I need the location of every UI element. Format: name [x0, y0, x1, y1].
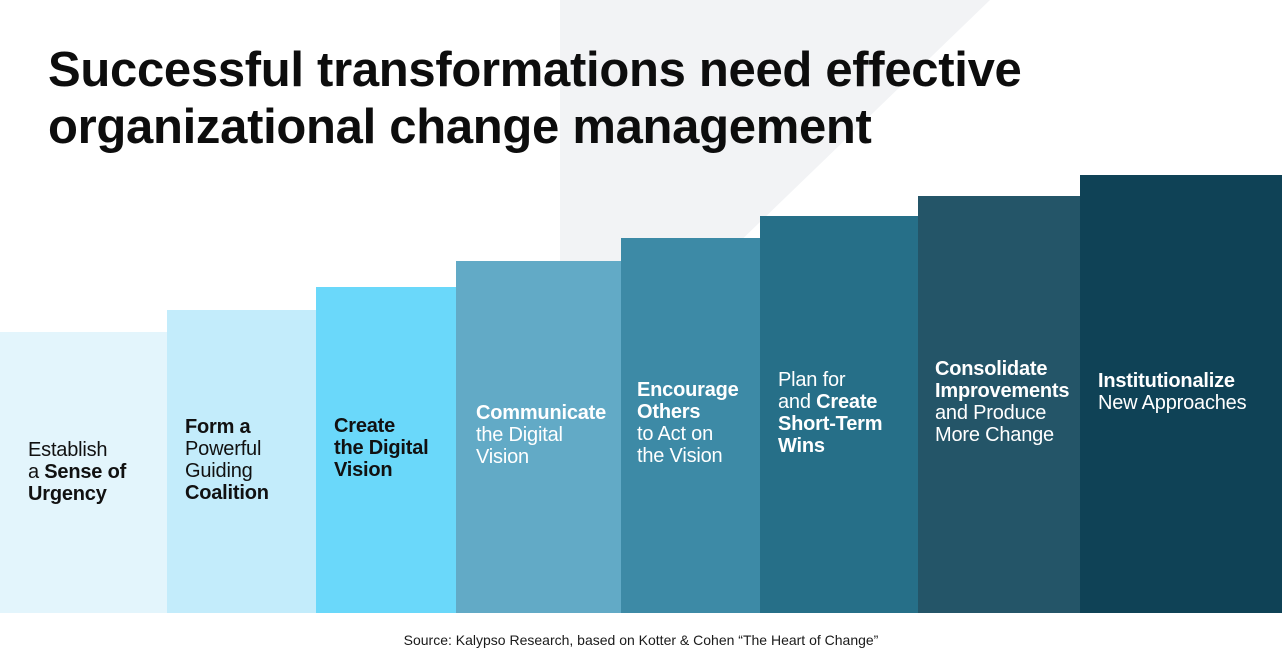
step-label-bold: Wins [778, 435, 825, 457]
step-label-bold: Encourage [637, 379, 739, 401]
step-label-regular: a [28, 461, 45, 483]
step-label-line: Others [637, 401, 739, 423]
step-label: Encourage Others to Act on the Vision [637, 379, 739, 467]
step-label: Plan for and Create Short-Term Wins [778, 369, 883, 457]
step-label-bold: Create [334, 415, 396, 437]
step-label-line: Encourage [637, 379, 739, 401]
step-label-bold: Short-Term [778, 413, 883, 435]
step-7: Consolidate Improvements and Produce More C… [918, 196, 1098, 613]
step-label-regular: Powerful [185, 438, 262, 460]
step-label-line: and Produce [935, 402, 1069, 424]
step-label: Create the Digital Vision [334, 415, 429, 481]
step-label-line: Wins [778, 435, 882, 457]
step-label-line: and Create [778, 391, 882, 413]
step-label-line: the Digital [476, 424, 606, 446]
source-note: Source: Kalypso Research, based on Kotte… [403, 632, 879, 648]
step-label-line: Form a [185, 416, 269, 438]
step-4: Communicate the Digital Vision [456, 261, 639, 613]
step-label-bold: Vision [334, 459, 393, 481]
step-label-bold: Communicate [476, 402, 607, 424]
step-2: Form a Powerful Guiding Coalition [167, 310, 334, 613]
step-5: Encourage Others to Act on the Vision [621, 238, 778, 613]
step-label-line: a Sense of [28, 461, 126, 483]
step-label-line: the Vision [637, 445, 739, 467]
step-label: Consolidate Improvements and Produce More C… [935, 358, 1070, 446]
step-label-line: Establish [28, 439, 126, 461]
step-label-regular: Plan for [778, 369, 846, 391]
step-label-line: New Approaches [1098, 392, 1247, 414]
title-line-2: organizational change management [48, 100, 872, 154]
step-label-regular: Guiding [185, 460, 253, 482]
step-label-line: the Digital [334, 437, 429, 459]
step-label-regular: and Produce [935, 402, 1047, 424]
step-1: Establish a Sense of Urgency [0, 332, 185, 613]
step-label-bold: Others [637, 401, 701, 423]
step-label-bold: the Digital [334, 437, 429, 459]
step-label-line: Urgency [28, 483, 126, 505]
step-label-regular: the Digital [476, 424, 563, 446]
step-label-regular: and [778, 391, 817, 413]
step-label-line: Communicate [476, 402, 606, 424]
step-label-bold: Urgency [28, 483, 107, 505]
step-label-bold: Sense of [44, 461, 127, 483]
step-label-regular: Establish [28, 439, 108, 461]
step-label-line: Plan for [778, 369, 882, 391]
step-label-regular: Vision [476, 446, 529, 468]
step-label-line: Vision [476, 446, 606, 468]
step-label-line: Guiding [185, 460, 269, 482]
step-label-line: to Act on [637, 423, 739, 445]
step-label-bold: Coalition [185, 482, 269, 504]
step-label-line: Powerful [185, 438, 269, 460]
step-label-bold: Consolidate [935, 358, 1048, 380]
step-label-regular: to Act on [637, 423, 714, 445]
step-label-bold: Improvements [935, 380, 1070, 402]
step-3: Create the Digital Vision [316, 287, 474, 613]
step-label-line: Short-Term [778, 413, 883, 435]
step-label: Institutionalize New Approaches [1098, 370, 1247, 414]
step-label-regular: the Vision [637, 445, 723, 467]
step-6: Plan for and Create Short-Term Wins [760, 216, 936, 613]
step-label-line: Coalition [185, 482, 269, 504]
step-label: Communicate the Digital Vision [476, 402, 606, 468]
step-label-regular: More Change [935, 424, 1054, 446]
step-label-line: Vision [334, 459, 428, 481]
step-label-line: Improvements [935, 380, 1070, 402]
step-label-bold: Create [816, 391, 878, 413]
step-label-line: Create [334, 415, 428, 437]
step-label-line: Institutionalize [1098, 370, 1246, 392]
page-title: Successful transformations need effectiv… [48, 42, 1148, 156]
step-label-bold: Form a [185, 416, 251, 438]
step-label-bold: Institutionalize [1098, 370, 1235, 392]
step-label-line: Consolidate [935, 358, 1069, 380]
step-label-line: More Change [935, 424, 1069, 446]
step-8: Institutionalize New Approaches [1080, 175, 1282, 613]
step-label-regular: New Approaches [1098, 392, 1247, 414]
step-label: Establish a Sense of Urgency [28, 439, 126, 505]
title-line-1: Successful transformations need effectiv… [48, 43, 1022, 97]
step-label: Form a Powerful Guiding Coalition [185, 416, 269, 504]
